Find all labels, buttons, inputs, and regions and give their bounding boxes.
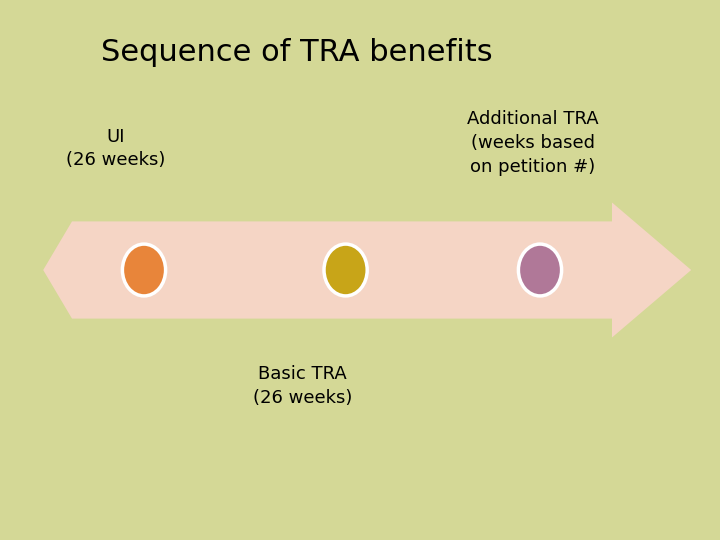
Text: Additional TRA
(weeks based
on petition #): Additional TRA (weeks based on petition … [467, 111, 598, 176]
Text: Basic TRA
(26 weeks): Basic TRA (26 weeks) [253, 365, 352, 407]
Text: UI
(26 weeks): UI (26 weeks) [66, 127, 165, 170]
Polygon shape [43, 202, 691, 338]
Ellipse shape [324, 244, 367, 296]
Ellipse shape [122, 244, 166, 296]
Ellipse shape [518, 244, 562, 296]
Text: Sequence of TRA benefits: Sequence of TRA benefits [101, 38, 492, 67]
